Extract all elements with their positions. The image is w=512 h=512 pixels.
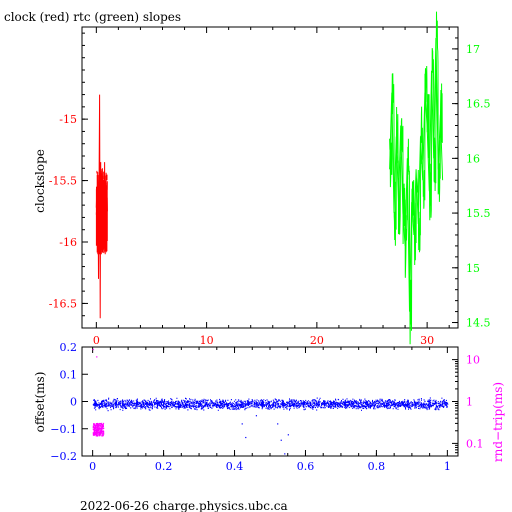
y-left-tick-label: −0.2 (50, 450, 77, 463)
x-tick-label: 0 (93, 334, 100, 347)
y-left-tick-label: -15.5 (49, 175, 77, 188)
chart-title: clock (red) rtc (green) slopes (4, 10, 181, 24)
x-tick-label: 0.2 (155, 460, 173, 473)
rndtrip-outlier (96, 356, 98, 358)
y-right-tick-label: 16 (466, 152, 480, 165)
y-right-tick-label: 15 (466, 262, 480, 275)
offset-outlier (280, 439, 282, 441)
y-left-tick-label: −0.1 (50, 423, 77, 436)
y-left-tick-label: -16.5 (49, 297, 77, 310)
offset-points (92, 397, 449, 412)
y-right-tick-label: 0.1 (466, 437, 484, 450)
offset-outlier (277, 423, 279, 425)
y-left-tick-label: 0.1 (60, 368, 78, 381)
y-left-tick-label: -15 (59, 113, 77, 126)
slopes-plot-frame (81, 26, 459, 329)
offset-outlier (284, 453, 286, 455)
y-right-tick-label: 15.5 (466, 207, 491, 220)
rndtrip-points (92, 422, 105, 437)
slopes-ylabel: clockslope (33, 149, 47, 213)
y-right-tick-label: 16.5 (466, 98, 491, 111)
y-right-tick-label: 14.5 (466, 317, 491, 330)
offset-series (92, 348, 449, 455)
y-left-tick-label: 0.2 (60, 341, 78, 354)
x-tick-label: 0 (89, 460, 96, 473)
offset-outlier (245, 436, 247, 439)
offset-outlier (255, 415, 258, 417)
y-left-tick-label: -16 (59, 236, 77, 249)
x-tick-label: 1 (444, 460, 451, 473)
rndtrip-outlier (92, 348, 94, 351)
rndtrip-ylabel: rnd−trip(ms) (491, 382, 505, 462)
clock-series-dense (95, 169, 108, 255)
slopes-series (95, 11, 444, 345)
offset-ticks: 0 0.2 0.4 0.6 0.8 1 0.2 0.1 0 −0.1 −0.2 10 1 0.1 (50, 341, 483, 473)
rtc-series-dense (389, 11, 443, 345)
slopes-ticks: 0 10 20 30 -15 -15.5 -16 -16.5 17 16.5 16 15.5 15 14.… (49, 27, 491, 347)
x-tick-label: 20 (310, 334, 324, 347)
offset-ylabel: offset(ms) (33, 372, 47, 433)
x-tick-label: 0.8 (368, 460, 386, 473)
x-tick-label: 0.6 (297, 460, 315, 473)
y-right-tick-label: 10 (466, 354, 480, 367)
y-left-tick-label: 0 (70, 396, 77, 409)
y-right-tick-label: 17 (466, 43, 480, 56)
offset-outlier (241, 423, 243, 425)
y-right-tick-label: 1 (466, 396, 473, 409)
x-tick-label: 30 (420, 334, 434, 347)
offset-outlier (287, 434, 289, 436)
x-tick-label: 0.4 (226, 460, 244, 473)
footer-text: 2022-06-26 charge.physics.ubc.ca (80, 499, 288, 512)
x-tick-label: 10 (200, 334, 214, 347)
